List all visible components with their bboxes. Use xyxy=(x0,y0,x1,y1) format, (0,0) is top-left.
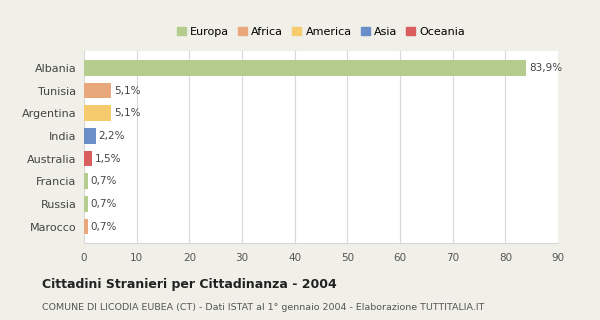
Bar xyxy=(84,219,88,235)
Bar xyxy=(84,128,95,144)
Text: COMUNE DI LICODIA EUBEA (CT) - Dati ISTAT al 1° gennaio 2004 - Elaborazione TUTT: COMUNE DI LICODIA EUBEA (CT) - Dati ISTA… xyxy=(42,303,484,312)
Text: 0,7%: 0,7% xyxy=(91,199,117,209)
Bar xyxy=(84,196,88,212)
Text: 83,9%: 83,9% xyxy=(529,63,562,73)
Text: 0,7%: 0,7% xyxy=(91,176,117,186)
Bar xyxy=(84,83,111,99)
Bar xyxy=(84,105,111,121)
Text: 5,1%: 5,1% xyxy=(114,85,140,96)
Text: Cittadini Stranieri per Cittadinanza - 2004: Cittadini Stranieri per Cittadinanza - 2… xyxy=(42,278,337,291)
Bar xyxy=(84,173,88,189)
Text: 2,2%: 2,2% xyxy=(99,131,125,141)
Text: 5,1%: 5,1% xyxy=(114,108,140,118)
Text: 0,7%: 0,7% xyxy=(91,221,117,232)
Bar xyxy=(84,60,526,76)
Legend: Europa, Africa, America, Asia, Oceania: Europa, Africa, America, Asia, Oceania xyxy=(172,22,470,41)
Text: 1,5%: 1,5% xyxy=(95,154,122,164)
Bar xyxy=(84,151,92,166)
